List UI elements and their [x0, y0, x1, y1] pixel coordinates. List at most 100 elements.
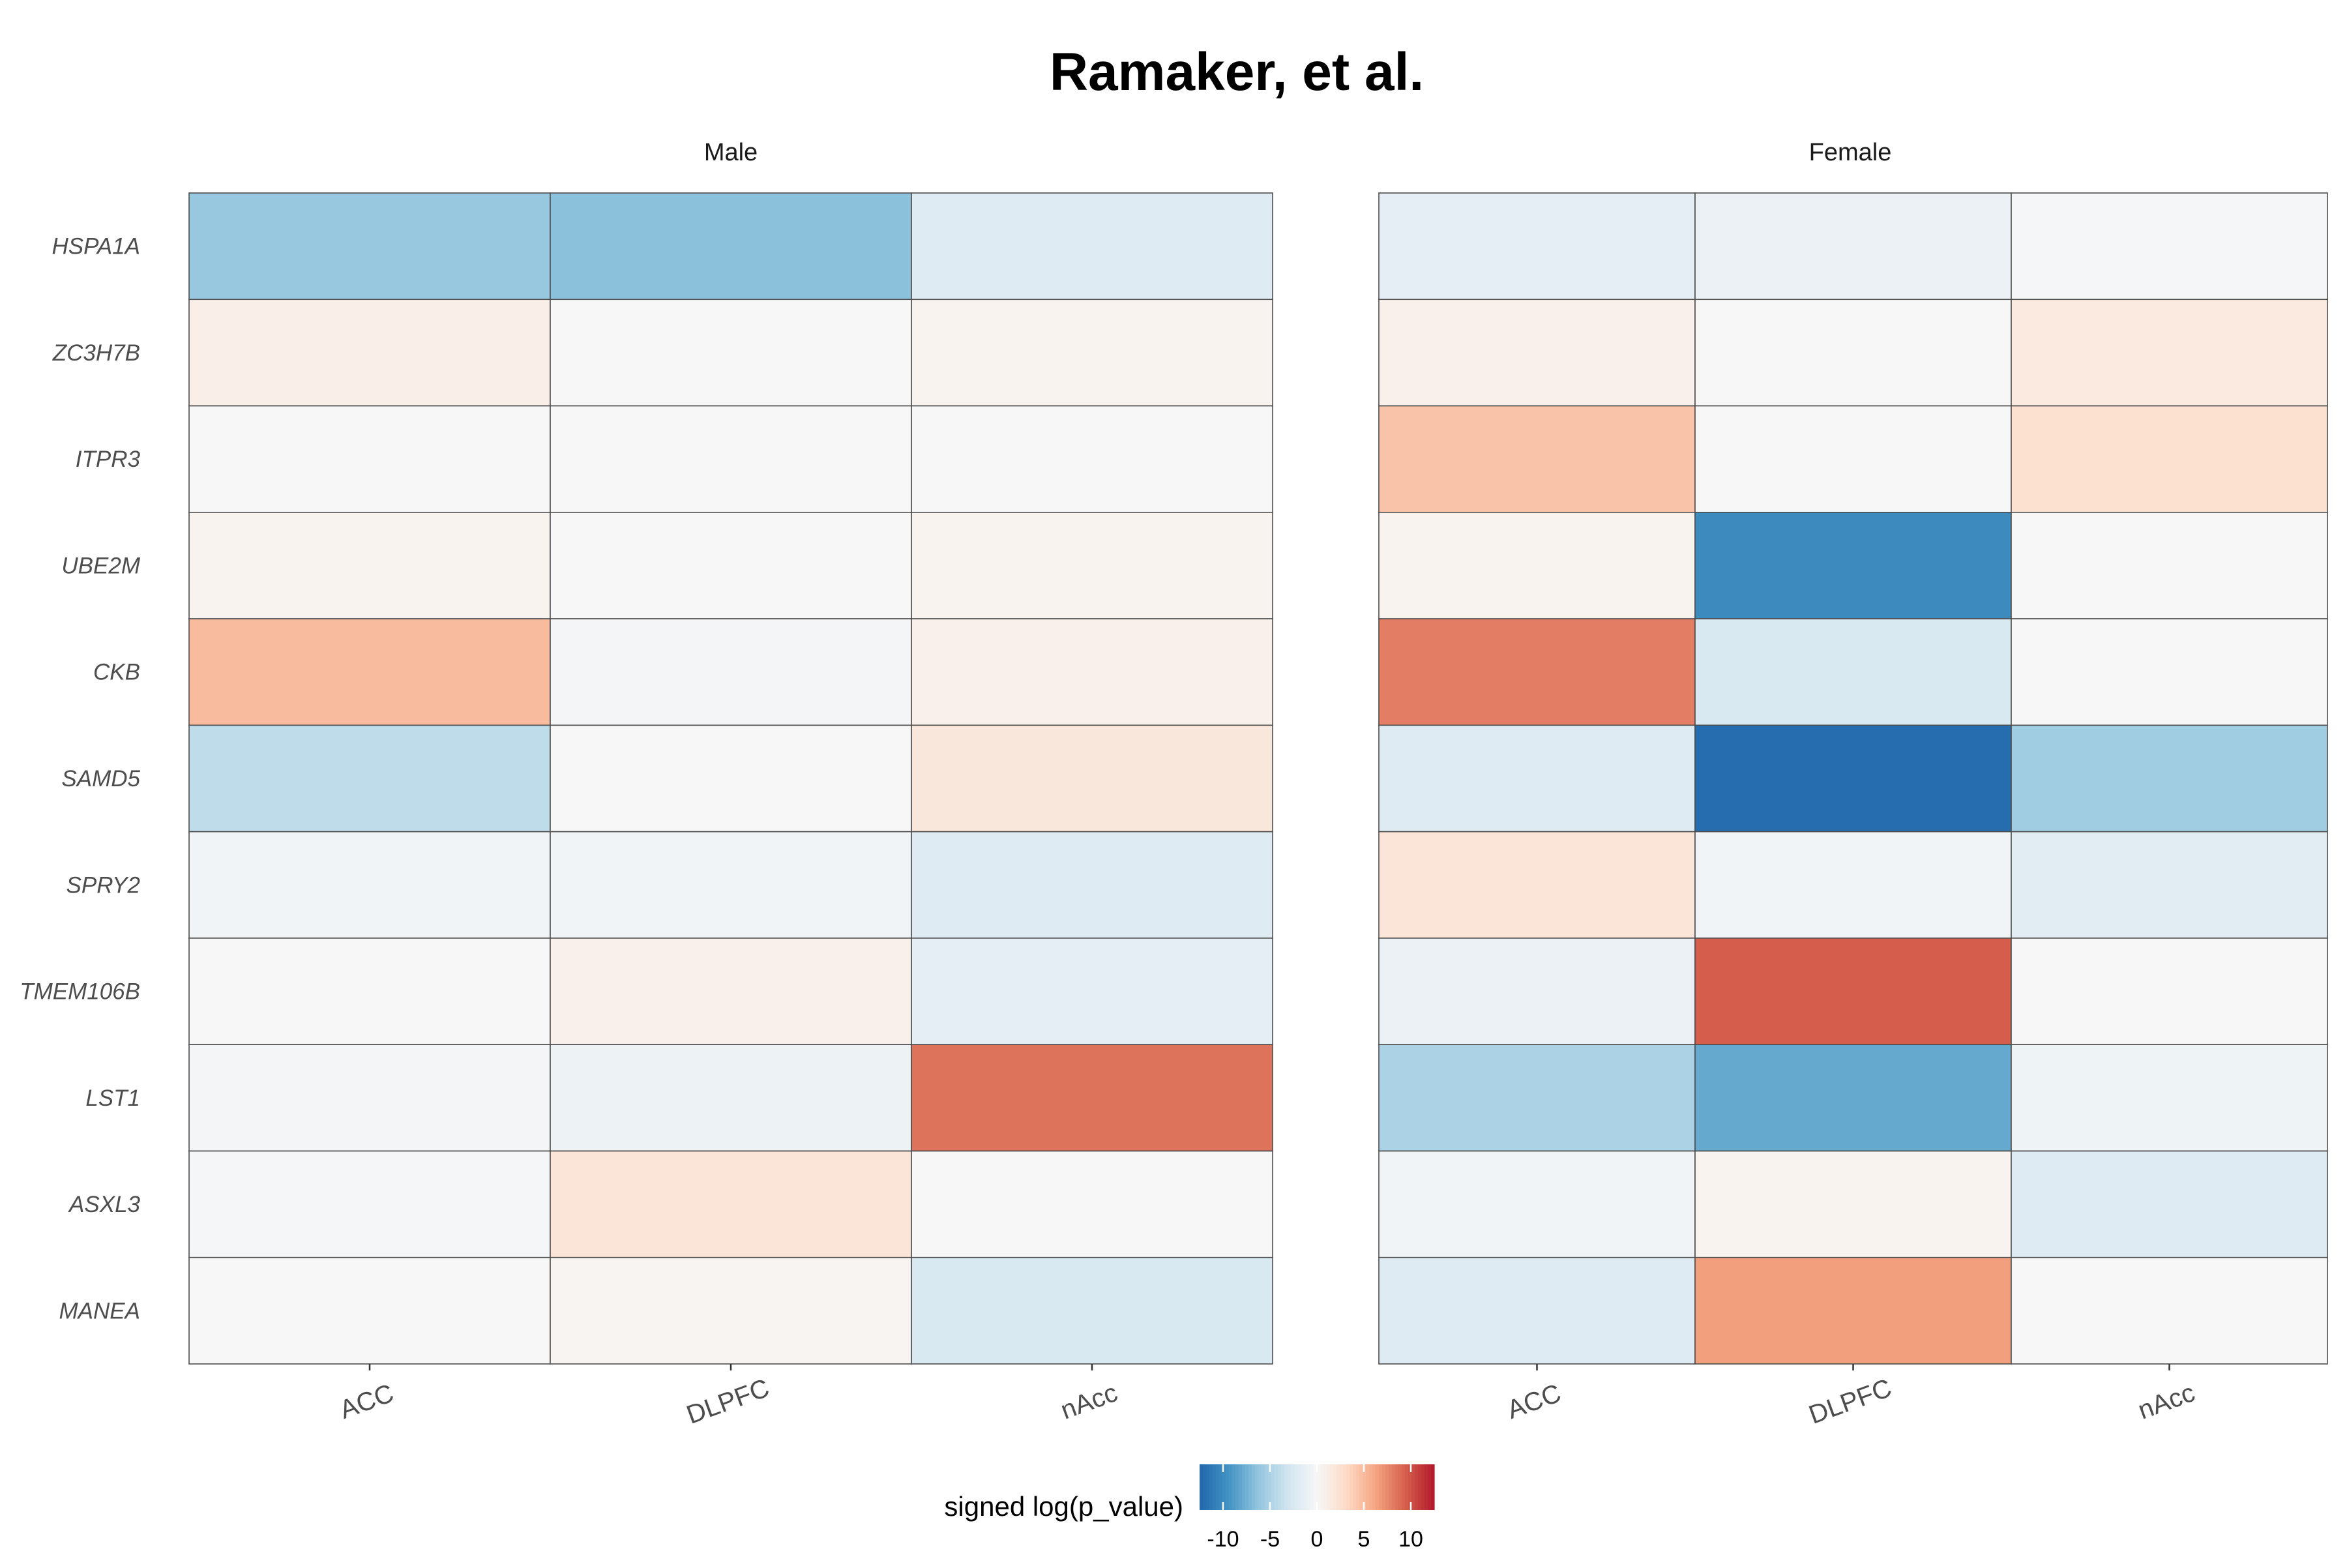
heatmap-cell: [188, 724, 551, 833]
heatmap-cell: [1694, 405, 2012, 513]
legend-color-segment: [1248, 1464, 1252, 1510]
heatmap-cell: [911, 938, 1273, 1045]
heatmap-cell: [2011, 1256, 2328, 1365]
legend-color-segment: [1408, 1464, 1412, 1510]
legend-color-segment: [1310, 1464, 1314, 1510]
legend-color-segment: [1232, 1464, 1236, 1510]
chart-title: Ramaker, et al.: [1050, 42, 1424, 102]
legend-color-segment: [1392, 1464, 1396, 1510]
legend-color-segment: [1356, 1464, 1360, 1510]
heatmap-cell: [911, 192, 1273, 301]
legend-color-segment: [1431, 1464, 1435, 1510]
legend-color-segment: [1252, 1464, 1256, 1510]
y-axis-label: TMEM106B: [20, 979, 140, 1005]
heatmap-cell: [550, 299, 912, 407]
legend-color-segment: [1317, 1464, 1321, 1510]
heatmap-cell: [2011, 1150, 2328, 1258]
x-axis-label: nAcc: [2134, 1378, 2199, 1425]
heatmap-cell: [550, 938, 912, 1045]
heatmap-cell: [550, 831, 912, 939]
legend-color-segment: [1200, 1464, 1203, 1510]
legend-color-segment: [1288, 1464, 1292, 1510]
legend-color-segment: [1372, 1464, 1376, 1510]
legend-color-segment: [1239, 1464, 1243, 1510]
heatmap-cell: [2011, 299, 2328, 407]
legend-color-segment: [1323, 1464, 1327, 1510]
heatmap-cell: [2011, 512, 2328, 619]
heatmap-cell: [1378, 405, 1696, 513]
heatmap-cell: [1694, 1150, 2012, 1258]
heatmap-cell: [188, 299, 551, 407]
heatmap-cell: [911, 512, 1273, 619]
heatmap-cell: [911, 405, 1273, 513]
legend-color-segment: [1389, 1464, 1393, 1510]
legend-color-segment: [1395, 1464, 1399, 1510]
legend-color-segment: [1229, 1464, 1233, 1510]
heatmap-cell: [1694, 618, 2012, 726]
heatmap-cell: [188, 1256, 551, 1365]
legend-color-segment: [1398, 1464, 1402, 1510]
heatmap-cell: [1694, 1256, 2012, 1365]
legend-color-segment: [1301, 1464, 1305, 1510]
legend-color-segment: [1343, 1464, 1347, 1510]
heatmap-cell: [2011, 831, 2328, 939]
heatmap-cell: [188, 618, 551, 726]
x-axis-label: DLPFC: [683, 1374, 773, 1430]
x-axis-label: nAcc: [1057, 1378, 1121, 1425]
legend-color-segment: [1428, 1464, 1432, 1510]
legend-color-segment: [1216, 1464, 1220, 1510]
legend-color-bar: [1200, 1464, 1435, 1510]
legend-color-segment: [1366, 1464, 1370, 1510]
heatmap-panel-female: [1378, 192, 2328, 1365]
legend-color-segment: [1271, 1464, 1275, 1510]
legend-color-segment: [1294, 1464, 1298, 1510]
legend-tick-label: 10: [1398, 1527, 1423, 1552]
heatmap-cell: [2011, 938, 2328, 1045]
legend-color-segment: [1424, 1464, 1428, 1510]
heatmap-cell: [2011, 618, 2328, 726]
legend-color-segment: [1265, 1464, 1269, 1510]
heatmap-cell: [1378, 724, 1696, 833]
heatmap-cell: [1378, 618, 1696, 726]
legend-color-segment: [1411, 1464, 1415, 1510]
y-axis-label: SAMD5: [61, 766, 140, 791]
y-axis-label: SPRY2: [66, 872, 140, 898]
legend-color-segment: [1304, 1464, 1308, 1510]
y-axis-label: UBE2M: [61, 553, 140, 578]
legend-color-segment: [1209, 1464, 1213, 1510]
heatmap-cell: [550, 405, 912, 513]
heatmap-cell: [188, 192, 551, 301]
legend-color-segment: [1336, 1464, 1340, 1510]
facet-label-female: Female: [1809, 139, 1892, 166]
legend-color-segment: [1369, 1464, 1373, 1510]
y-axis-label: ITPR3: [76, 447, 141, 472]
legend-color-segment: [1222, 1464, 1226, 1510]
y-axis-label: LST1: [85, 1086, 140, 1111]
legend-color-segment: [1340, 1464, 1344, 1510]
heatmap-panels: [188, 192, 2328, 1365]
legend-ticks: -10 -5 0 5 10: [1207, 1464, 1423, 1552]
legend-color-segment: [1415, 1464, 1419, 1510]
legend-color-segment: [1314, 1464, 1318, 1510]
y-axis-label: HSPA1A: [52, 234, 140, 259]
legend-color-segment: [1281, 1464, 1285, 1510]
legend-color-segment: [1297, 1464, 1301, 1510]
heatmap-cell: [1378, 831, 1696, 939]
heatmap-cell: [550, 512, 912, 619]
heatmap-cell: [1694, 299, 2012, 407]
legend-color-segment: [1262, 1464, 1265, 1510]
x-axis-label: DLPFC: [1805, 1374, 1895, 1430]
heatmap-cell: [550, 618, 912, 726]
legend-color-segment: [1330, 1464, 1334, 1510]
heatmap-cell: [1378, 192, 1696, 301]
heatmap-cell: [1378, 938, 1696, 1045]
y-axis-label: ASXL3: [68, 1192, 140, 1217]
heatmap-cell: [911, 1044, 1273, 1152]
legend-color-segment: [1346, 1464, 1350, 1510]
facet-label-male: Male: [704, 139, 758, 166]
y-axis-label: MANEA: [59, 1298, 140, 1324]
heatmap-cell: [1378, 299, 1696, 407]
legend-color-segment: [1350, 1464, 1353, 1510]
